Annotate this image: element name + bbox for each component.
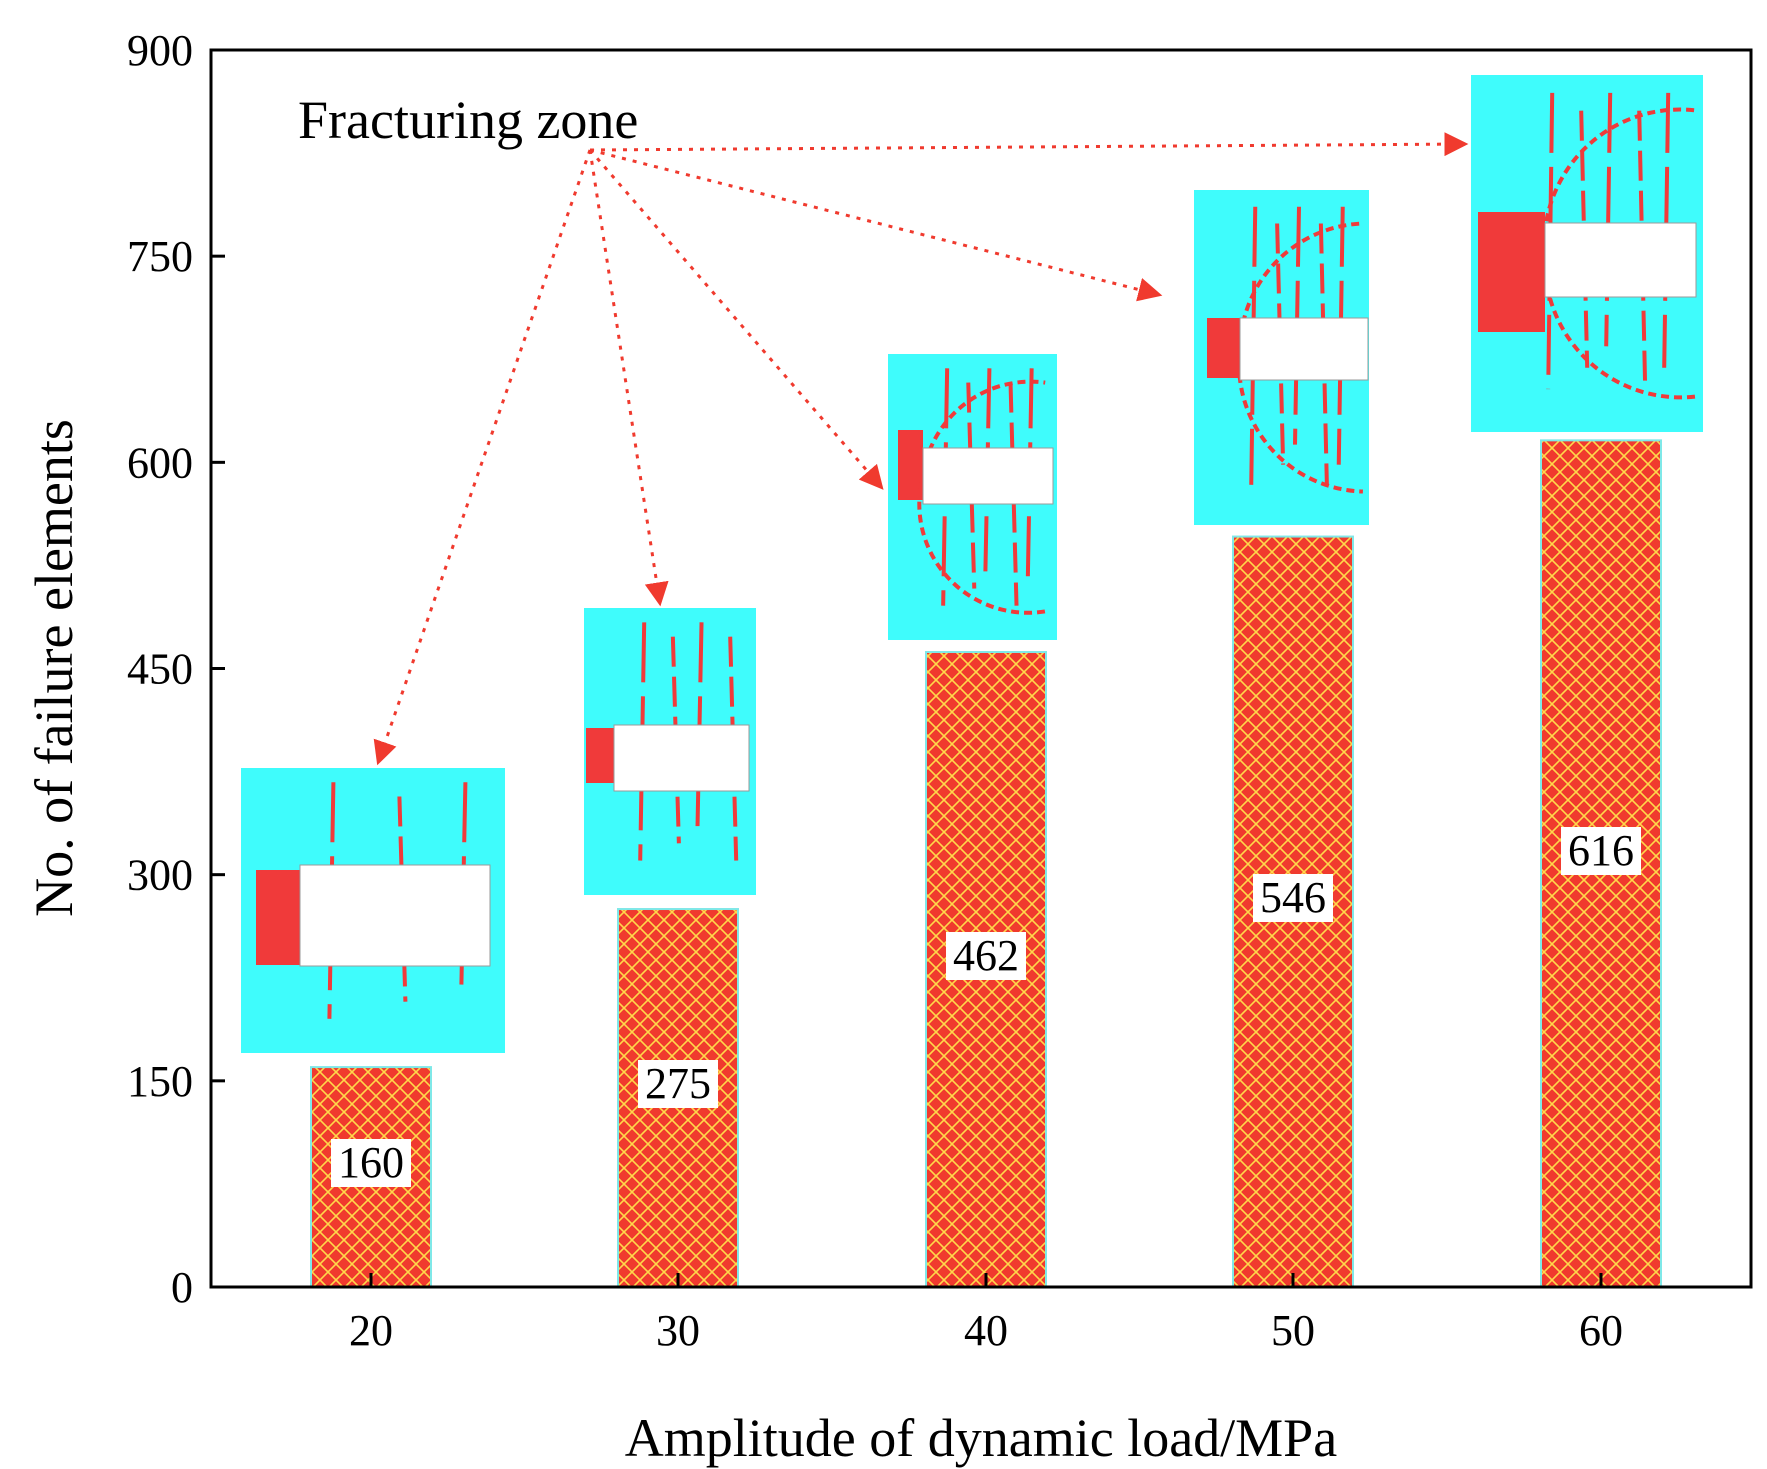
fracturing-zone-annotation: Fracturing zone: [298, 90, 638, 150]
fracture-inset-50: [1194, 190, 1369, 525]
x-tick-label: 40: [964, 1306, 1008, 1355]
x-axis-ticks: 20 30 40 50 60: [349, 1273, 1623, 1355]
value-label-50: 546: [1253, 873, 1333, 922]
arrow-to-40: [588, 149, 884, 490]
x-tick-label: 60: [1579, 1306, 1623, 1355]
y-tick-label: 300: [127, 851, 193, 900]
svg-text:546: 546: [1260, 873, 1326, 922]
fracture-inset-40: [888, 354, 1057, 640]
value-label-40: 462: [946, 931, 1026, 980]
value-label-30: 275: [638, 1059, 718, 1108]
x-tick-label: 30: [656, 1306, 700, 1355]
value-label-20: 160: [331, 1138, 411, 1187]
y-axis-title: No. of failure elements: [24, 419, 84, 917]
svg-text:616: 616: [1568, 826, 1634, 875]
arrow-to-20: [373, 149, 592, 766]
fracture-inset-20: [241, 768, 505, 1053]
y-tick-label: 600: [127, 438, 193, 487]
x-tick-label: 20: [349, 1306, 393, 1355]
x-axis-title: Amplitude of dynamic load/MPa: [625, 1408, 1337, 1468]
x-tick-label: 50: [1271, 1306, 1315, 1355]
y-tick-label: 450: [127, 645, 193, 694]
value-labels: 160 275 462 546 616: [331, 826, 1641, 1187]
value-label-60: 616: [1561, 826, 1641, 875]
svg-text:462: 462: [953, 931, 1019, 980]
fracture-inset-30: [584, 608, 756, 895]
y-axis-ticks: 0 150 300 450 600 750 900: [127, 26, 225, 1312]
fracture-insets: [241, 75, 1703, 1053]
arrow-to-60: [589, 132, 1469, 157]
arrow-to-50: [589, 148, 1163, 302]
y-tick-label: 900: [127, 26, 193, 75]
y-tick-label: 750: [127, 232, 193, 281]
svg-text:275: 275: [645, 1059, 711, 1108]
y-tick-label: 150: [127, 1057, 193, 1106]
y-tick-label: 0: [171, 1263, 193, 1312]
annotation-arrows: [373, 132, 1469, 766]
fracture-inset-60: [1471, 75, 1703, 432]
svg-text:160: 160: [338, 1138, 404, 1187]
